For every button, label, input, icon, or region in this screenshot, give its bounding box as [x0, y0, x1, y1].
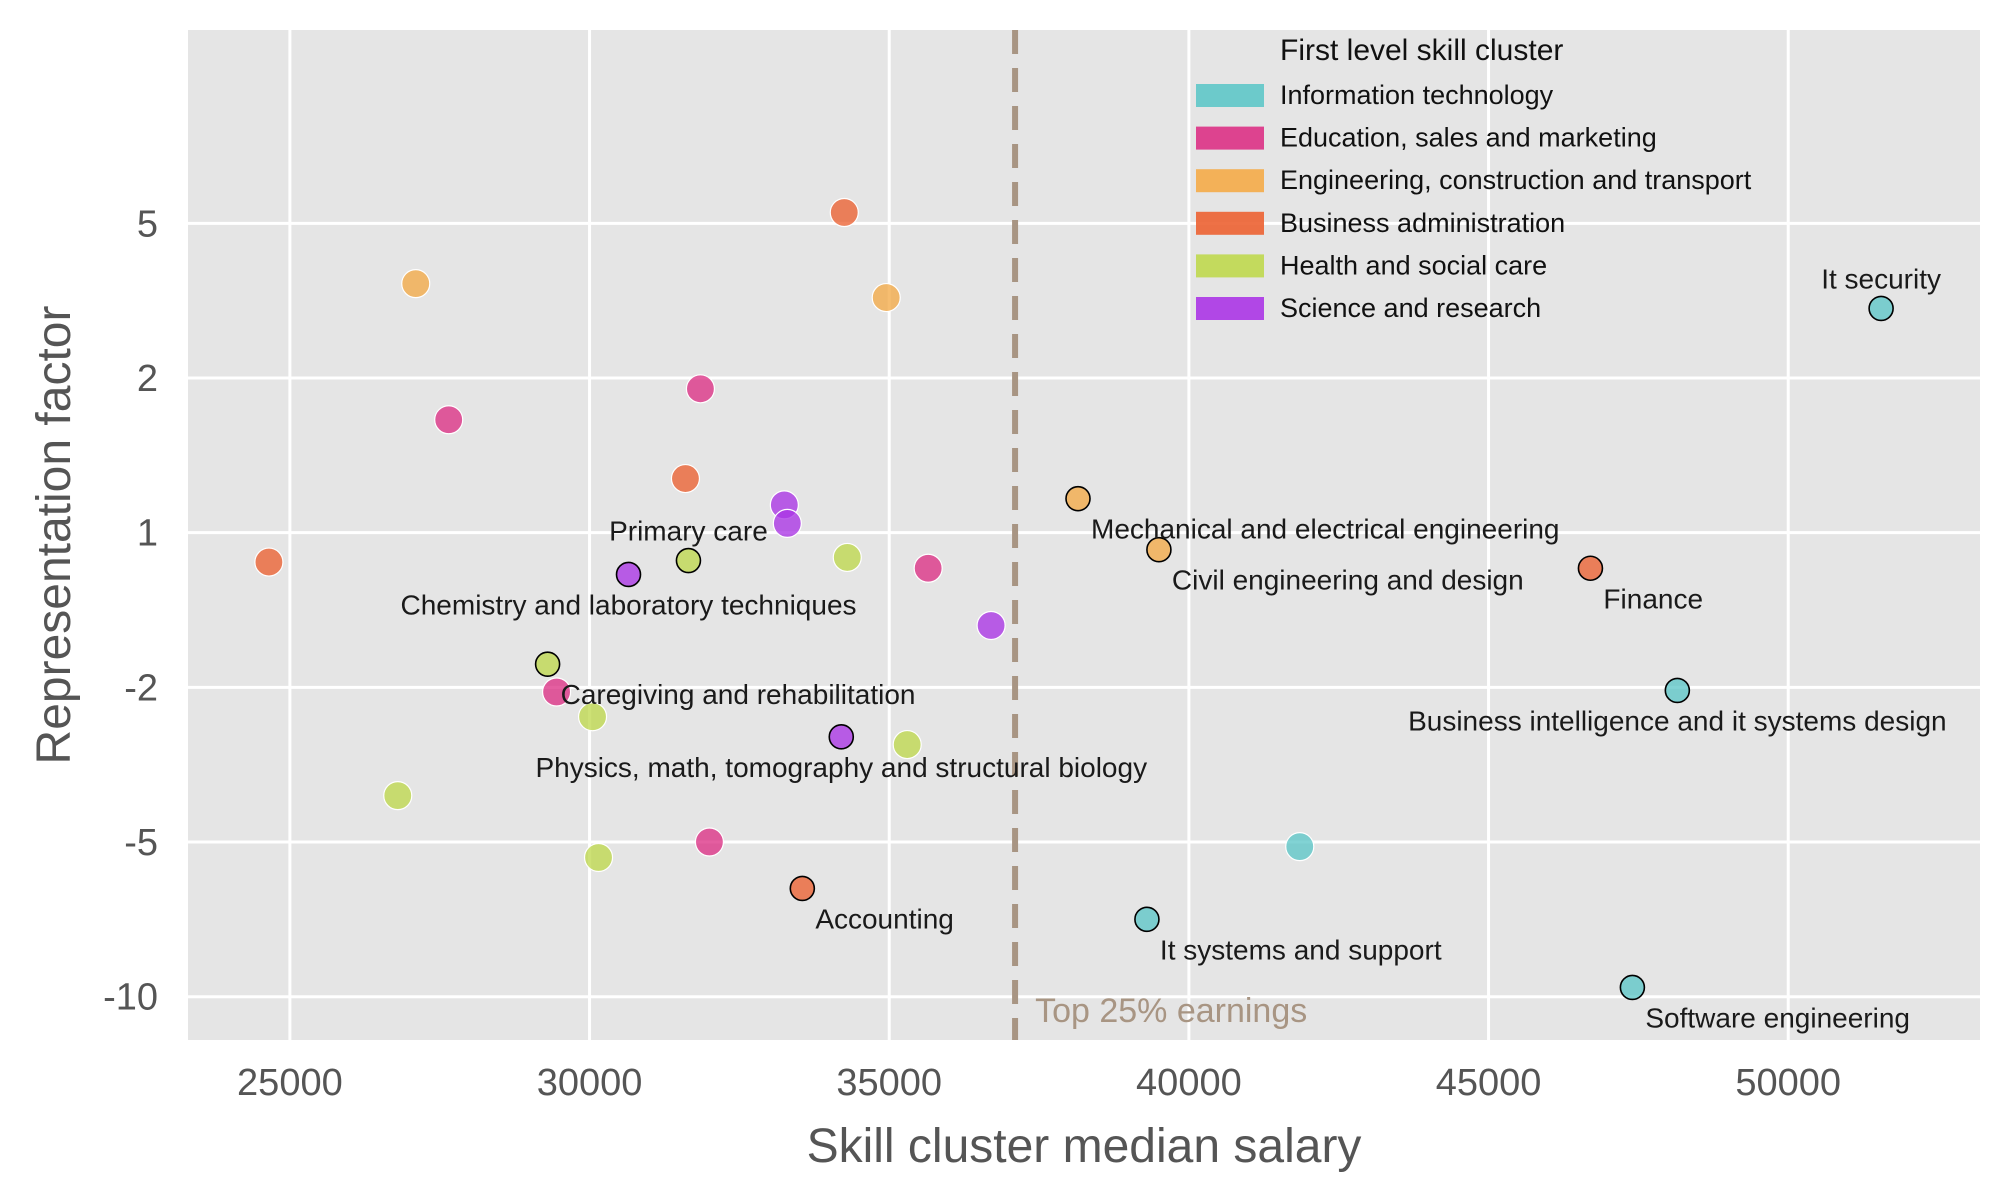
x-tick-label: 40000: [1136, 1062, 1242, 1104]
y-tick-label: -2: [124, 667, 158, 709]
x-tick-label: 45000: [1436, 1062, 1542, 1104]
data-point: [1146, 536, 1172, 563]
data-point: [583, 842, 614, 873]
x-axis-title: Skill cluster median salary: [807, 1120, 1362, 1173]
legend-label: Health and social care: [1280, 250, 1547, 280]
data-point: [828, 724, 855, 750]
y-tick-label: 1: [137, 513, 158, 555]
data-point: [871, 282, 901, 313]
x-tick-label: 35000: [836, 1062, 942, 1104]
data-point: [254, 547, 284, 577]
data-point: [383, 781, 413, 811]
legend: First level skill cluster Information te…: [1196, 34, 1752, 323]
x-tick-label: 50000: [1735, 1062, 1841, 1104]
data-point: [675, 547, 702, 574]
data-point: [829, 197, 859, 228]
point-annotation: It systems and support: [1160, 934, 1442, 965]
data-point: [892, 729, 922, 760]
legend-swatch: [1196, 254, 1264, 278]
legend-label: Information technology: [1280, 80, 1554, 110]
legend-title: First level skill cluster: [1280, 34, 1563, 67]
point-annotation: Finance: [1603, 583, 1703, 614]
data-point: [1577, 555, 1604, 582]
legend-swatch: [1196, 84, 1264, 107]
data-point: [541, 677, 572, 707]
y-tick-label: -5: [124, 822, 158, 864]
point-annotation: Primary care: [609, 516, 768, 547]
data-point: [577, 702, 608, 732]
data-point: [694, 827, 725, 857]
data-point: [670, 463, 701, 494]
y-axis-ticks: 5 2 1 -2 -5 -10: [103, 203, 158, 1018]
point-annotation: Civil engineering and design: [1172, 565, 1524, 596]
y-tick-label: -10: [103, 977, 158, 1019]
data-point: [1065, 485, 1091, 512]
legend-label: Education, sales and marketing: [1280, 123, 1657, 153]
legend-swatch: [1196, 297, 1264, 320]
point-annotation: Caregiving and rehabilitation: [561, 679, 916, 710]
threshold-label: Top 25% earnings: [1035, 992, 1307, 1030]
legend-label: Science and research: [1280, 293, 1541, 323]
data-point: [434, 405, 464, 435]
data-point: [685, 374, 716, 404]
data-point: [913, 553, 943, 583]
data-point: [1868, 295, 1894, 322]
point-annotation: Physics, math, tomography and structural…: [535, 752, 1147, 783]
data-point: [789, 875, 816, 902]
point-annotation: Chemistry and laboratory techniques: [401, 589, 857, 620]
legend-label: Business administration: [1280, 208, 1565, 238]
data-point: [1134, 906, 1160, 933]
data-points: [254, 197, 1894, 1001]
data-point: [772, 508, 802, 538]
y-tick-label: 5: [137, 203, 158, 245]
data-point: [1664, 677, 1691, 704]
data-point: [615, 561, 642, 588]
legend-swatch: [1196, 169, 1264, 193]
legend-swatch: [1196, 211, 1264, 235]
plot-area: [188, 30, 1980, 1040]
x-axis-ticks: 25000 30000 35000 40000 45000 50000: [237, 1062, 1841, 1104]
top-earnings-threshold: Top 25% earnings: [1012, 30, 1307, 1040]
data-point: [1619, 974, 1646, 1001]
y-tick-label: 2: [137, 358, 158, 400]
point-annotation: Business intelligence and it systems des…: [1408, 705, 1947, 736]
data-point: [832, 542, 862, 573]
point-annotation: Mechanical and electrical engineering: [1091, 514, 1560, 545]
point-annotation: Accounting: [815, 903, 954, 934]
x-tick-label: 25000: [237, 1062, 343, 1104]
data-point: [401, 269, 431, 299]
legend-swatch: [1196, 126, 1264, 150]
point-annotations: It security Business intelligence and it …: [401, 263, 1947, 1033]
y-axis-title: Representation factor: [28, 306, 81, 765]
data-point: [976, 610, 1006, 641]
point-annotation: It security: [1821, 263, 1941, 294]
x-tick-label: 30000: [537, 1062, 643, 1104]
data-point: [534, 651, 561, 677]
point-annotation: Software engineering: [1645, 1002, 1910, 1033]
legend-label: Engineering, construction and transport: [1280, 165, 1752, 195]
data-point: [1285, 832, 1315, 862]
